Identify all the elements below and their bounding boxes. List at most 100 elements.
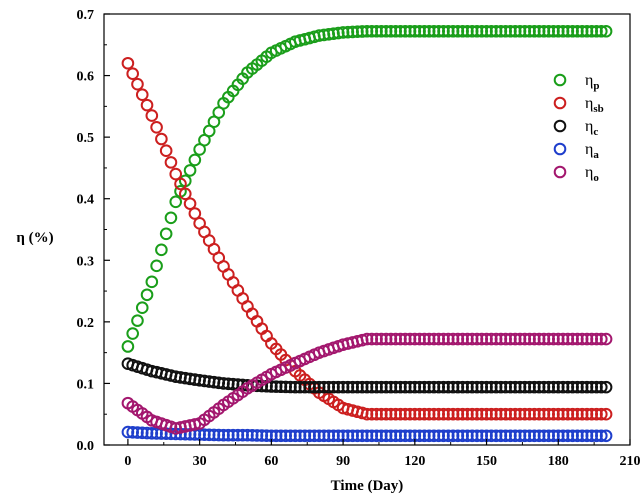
data-point [145, 427, 159, 440]
data-point [551, 332, 565, 346]
data-point [308, 429, 321, 443]
data-point [537, 429, 551, 443]
data-point [384, 429, 398, 443]
data-point [551, 380, 565, 394]
data-point [360, 332, 374, 346]
data-point [461, 24, 474, 38]
data-point [580, 24, 594, 38]
data-point [470, 429, 484, 443]
data-point [532, 24, 546, 38]
y-tick-label: 0.2 [77, 316, 95, 331]
legend-label: ηo [585, 164, 599, 184]
data-point [465, 407, 479, 421]
data-point [327, 380, 340, 394]
data-point [508, 380, 522, 394]
data-point [508, 332, 522, 346]
data-point [427, 332, 441, 346]
data-point [284, 429, 297, 443]
data-point [432, 429, 446, 443]
data-point [389, 332, 402, 346]
data-point [556, 429, 570, 443]
data-point [451, 407, 465, 421]
data-point [480, 24, 493, 38]
data-point [456, 380, 469, 394]
data-point [365, 407, 379, 421]
data-point [575, 380, 589, 394]
data-point [322, 429, 336, 443]
data-point [164, 156, 178, 169]
data-point [413, 429, 426, 443]
data-point [485, 380, 498, 394]
data-point [575, 429, 589, 443]
data-point [303, 429, 316, 443]
data-point [260, 429, 273, 442]
x-tick-label: 180 [548, 454, 569, 469]
data-point [394, 407, 407, 421]
data-point [159, 227, 173, 241]
data-point [580, 429, 594, 443]
data-point [370, 407, 383, 421]
y-axis-title: η (%) [16, 230, 53, 246]
data-point [451, 24, 465, 38]
data-point [398, 332, 412, 346]
data-point [561, 380, 575, 394]
data-point [413, 24, 426, 38]
x-tick-label: 0 [124, 454, 131, 469]
data-point [556, 380, 570, 394]
data-point [485, 407, 498, 421]
data-point [375, 429, 388, 443]
data-point [537, 332, 551, 346]
data-point [351, 25, 364, 39]
legend-item-sb: ηsb [553, 95, 604, 115]
data-point [513, 429, 527, 443]
data-point [384, 407, 398, 421]
data-point [585, 380, 599, 394]
data-point [456, 24, 469, 38]
data-point [599, 429, 613, 443]
data-point [528, 407, 541, 421]
data-point [518, 380, 532, 394]
data-point [441, 429, 455, 443]
data-point [341, 429, 355, 443]
y-tick-label: 0.4 [77, 193, 95, 208]
data-point [355, 380, 369, 394]
data-point [599, 24, 613, 38]
data-point [198, 428, 211, 441]
data-point [422, 380, 436, 394]
series-o [121, 332, 613, 435]
data-point [418, 407, 431, 421]
data-point [155, 243, 168, 257]
data-point [485, 332, 498, 346]
data-point [499, 429, 512, 443]
data-point [145, 275, 159, 289]
data-point [446, 380, 460, 394]
data-point [494, 407, 508, 421]
data-point [504, 380, 517, 394]
data-point [131, 314, 144, 327]
data-point [250, 429, 264, 442]
data-point [451, 429, 465, 443]
data-point [413, 407, 426, 421]
data-point [480, 407, 493, 421]
data-point [461, 380, 474, 394]
legend: ηp ηsb ηc ηa ηo [553, 72, 604, 184]
legend-label: ηc [585, 118, 598, 138]
data-point [389, 24, 402, 38]
data-point [140, 288, 154, 302]
legend-item-o: ηo [553, 164, 599, 184]
data-point [599, 332, 613, 346]
data-point [575, 407, 589, 421]
data-point [580, 332, 594, 346]
data-point [556, 332, 570, 346]
data-point [456, 429, 469, 443]
data-point [532, 380, 546, 394]
data-point [398, 380, 412, 394]
data-point [489, 332, 503, 346]
data-point [422, 429, 436, 443]
data-point [542, 24, 556, 38]
data-point [518, 407, 532, 421]
data-point [542, 407, 556, 421]
data-point [499, 24, 512, 38]
data-point [580, 407, 594, 421]
data-point [556, 24, 570, 38]
